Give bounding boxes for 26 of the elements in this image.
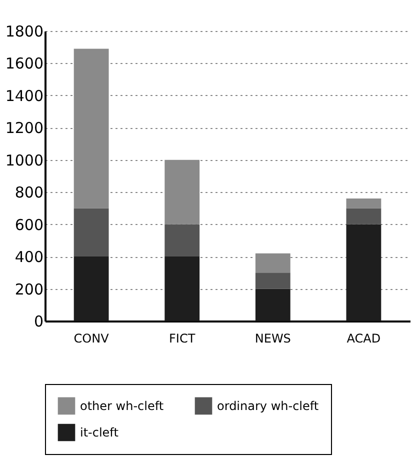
y-tick-label: 200 <box>14 280 44 298</box>
x-tick-label: ACAD <box>346 332 381 346</box>
y-tick-label: 0 <box>34 312 44 330</box>
y-tick-label: 600 <box>14 216 44 234</box>
legend-label: other wh-cleft <box>80 398 164 413</box>
x-tick-label: NEWS <box>254 332 291 346</box>
y-tick-label: 1800 <box>5 22 44 40</box>
y-tick-label: 1200 <box>5 119 44 138</box>
bar <box>346 208 382 224</box>
bar <box>255 272 290 289</box>
x-tick-label: FICT <box>169 332 196 346</box>
y-tick-label: 1400 <box>5 86 44 105</box>
bar <box>255 288 290 321</box>
bar <box>346 224 382 321</box>
bar <box>74 256 109 321</box>
legend-label: it-cleft <box>80 426 119 440</box>
bar <box>164 224 200 257</box>
y-tick-label: 1000 <box>5 151 44 170</box>
y-tick-label: 400 <box>14 248 44 266</box>
legend-label: ordinary wh-cleft <box>217 398 319 413</box>
bar <box>164 256 200 321</box>
y-tick-label: 800 <box>14 184 44 202</box>
y-tick-label: 1600 <box>5 54 44 73</box>
bar <box>74 208 109 257</box>
x-tick-label: CONV <box>74 332 110 346</box>
bar <box>346 198 382 208</box>
